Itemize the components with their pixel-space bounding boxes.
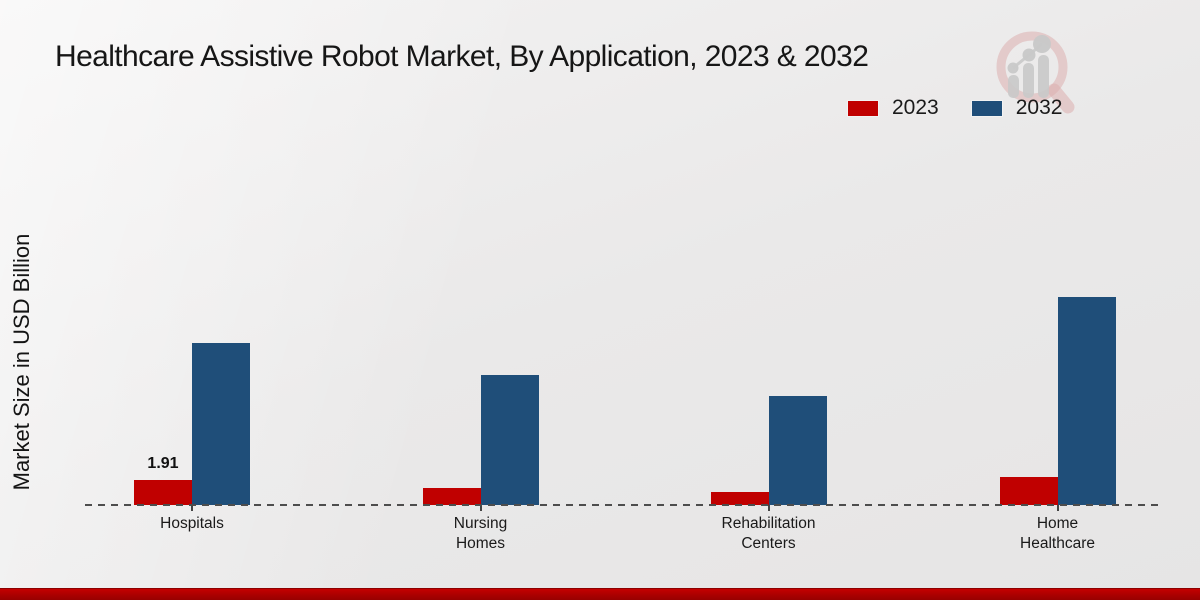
footer-red-band (0, 588, 1200, 600)
bar-2023-nursing (422, 488, 481, 505)
x-axis-tick (479, 505, 482, 511)
bar-2023-rehabilitation (710, 491, 769, 505)
x-axis-category-label: Nursing Homes (453, 515, 508, 552)
y-axis-label: Market Size in USD Billion (9, 233, 34, 491)
legend-label-2032: 2032 (1015, 96, 1063, 119)
chart-title: Healthcare Assistive Robot Market, By Ap… (55, 40, 869, 73)
x-axis-tick (191, 505, 193, 511)
legend-item-2032: 2032 (970, 96, 1063, 120)
bar-value-label: 1.91 (147, 454, 179, 472)
legend-swatch-2032 (970, 99, 1003, 117)
x-axis-category-label: Rehabilitation Centers (721, 515, 816, 552)
x-axis-dashed-baseline (85, 504, 1163, 506)
bar-2023-home (999, 476, 1058, 505)
x-axis-category-label: Home Healthcare (1020, 515, 1095, 552)
bar-2032-home (1057, 296, 1116, 505)
legend-label-2023: 2023 (892, 96, 939, 119)
legend-item-2023: 2023 (847, 96, 939, 120)
x-axis-category-label: Hospitals (160, 515, 224, 532)
bar-2023-hospitals (134, 479, 192, 505)
bar-2032-hospitals (192, 343, 250, 505)
x-axis-tick (1056, 505, 1059, 511)
legend: 2023 2032 (847, 96, 1062, 120)
bar-2032-rehabilitation (768, 396, 827, 505)
x-axis-tick (767, 505, 770, 511)
bar-2032-nursing (480, 375, 539, 505)
magnifier-chart-logo-icon (988, 22, 1083, 122)
legend-swatch-2023 (847, 99, 879, 117)
